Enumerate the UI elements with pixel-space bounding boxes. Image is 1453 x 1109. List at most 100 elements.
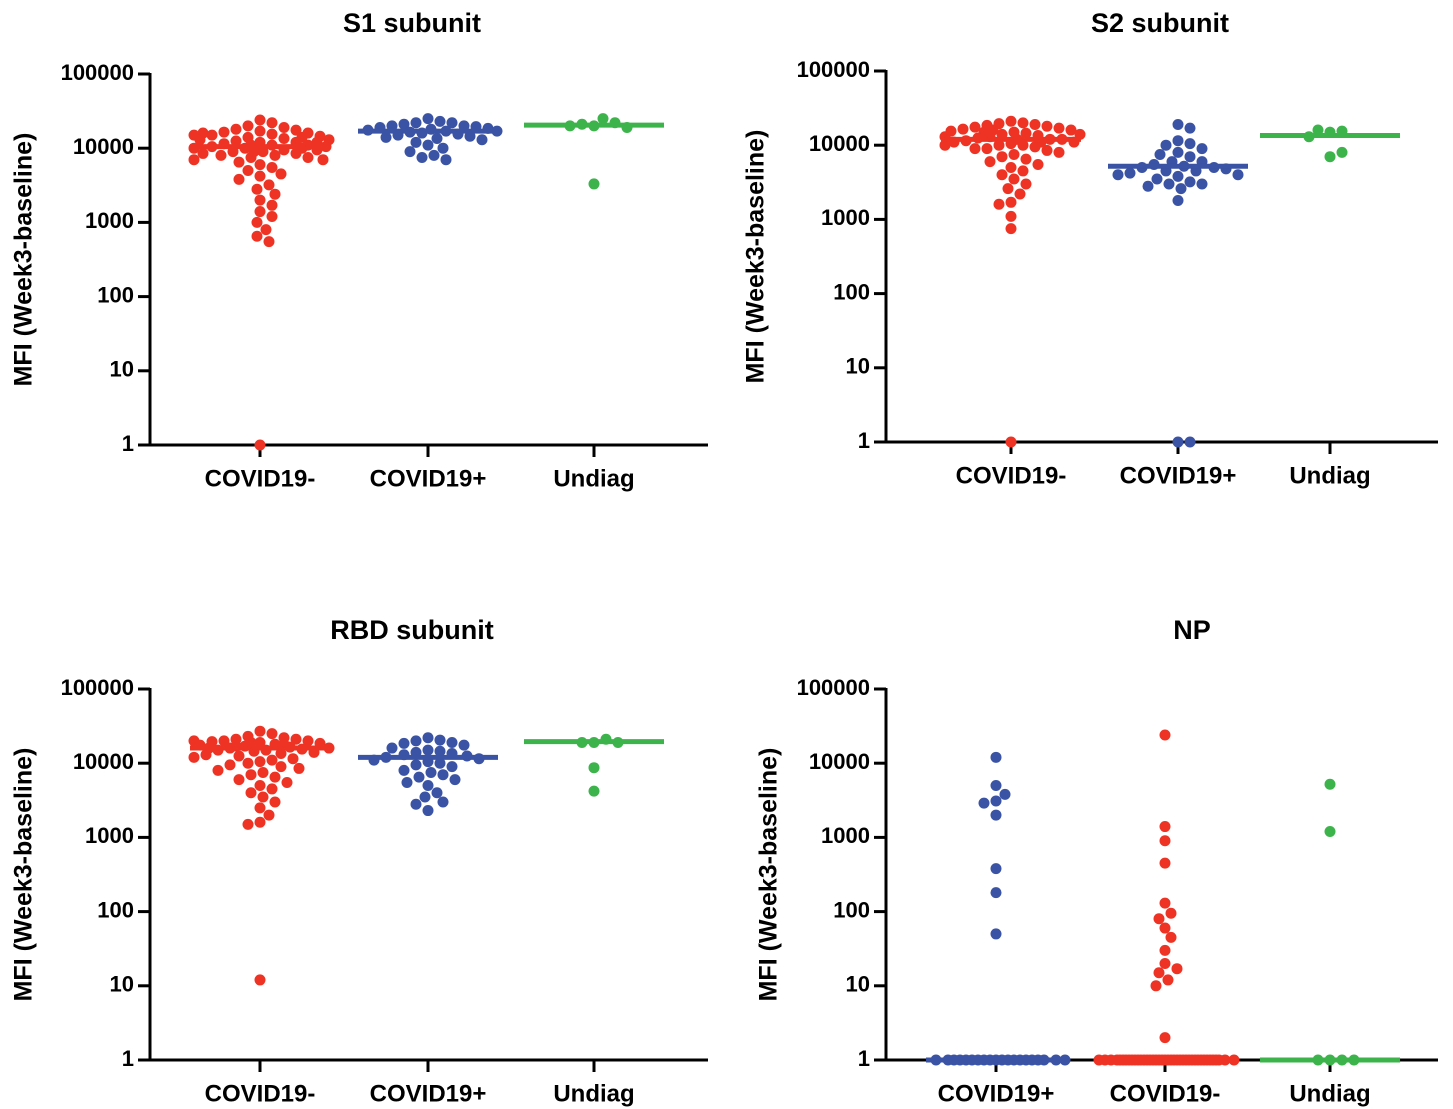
data-point: [425, 766, 437, 778]
y-tick-label: 10000: [73, 749, 134, 774]
data-point: [1112, 169, 1124, 181]
data-point: [446, 117, 458, 129]
data-point: [257, 791, 269, 803]
data-point: [1324, 151, 1336, 163]
y-tick-label: 100000: [61, 675, 134, 700]
data-point: [233, 774, 245, 786]
data-point: [269, 188, 281, 200]
data-point: [254, 737, 266, 749]
data-point: [251, 230, 263, 242]
x-tick-label: Undiag: [553, 465, 634, 492]
data-point: [1324, 778, 1336, 790]
data-point: [996, 169, 1008, 181]
data-point: [1165, 931, 1177, 943]
data-point: [254, 159, 266, 171]
y-axis-label: MFI (Week3-baseline): [10, 133, 38, 387]
data-point: [1160, 139, 1172, 151]
data-point: [398, 118, 410, 130]
data-point: [1159, 729, 1171, 741]
data-point: [1159, 922, 1171, 934]
data-point: [278, 122, 290, 134]
data-point: [422, 732, 434, 744]
data-point: [434, 745, 446, 757]
y-tick-label: 100: [833, 897, 870, 922]
data-point: [588, 762, 600, 774]
data-point: [422, 744, 434, 756]
data-point: [1171, 963, 1183, 975]
y-tick-label: 100: [97, 897, 134, 922]
data-point: [263, 236, 275, 248]
data-point: [1005, 196, 1017, 208]
chart-title: NP: [1173, 615, 1211, 645]
data-point: [1041, 144, 1053, 156]
data-point: [1184, 122, 1196, 134]
y-axis-label: MFI (Week3-baseline): [742, 130, 770, 384]
data-point: [434, 115, 446, 127]
y-tick-label: 10000: [809, 131, 870, 156]
y-tick-label: 10: [110, 972, 134, 997]
data-point: [476, 134, 488, 146]
data-point: [597, 113, 609, 125]
data-point: [290, 124, 302, 136]
data-point: [230, 135, 242, 147]
data-point: [1053, 146, 1065, 158]
chart-title: S1 subunit: [343, 8, 481, 38]
y-tick-label: 1000: [85, 208, 134, 233]
data-point: [431, 133, 443, 145]
data-point: [1162, 974, 1174, 986]
x-tick-label: COVID19-: [956, 462, 1067, 489]
data-point: [431, 787, 443, 799]
data-point: [1172, 135, 1184, 147]
data-point: [245, 769, 257, 781]
y-tick-label: 1: [122, 431, 134, 456]
data-point: [440, 154, 452, 166]
data-point: [242, 165, 254, 177]
y-tick-label: 1: [122, 1046, 134, 1071]
data-point: [990, 887, 1002, 899]
data-point: [251, 183, 263, 195]
data-point: [263, 809, 275, 821]
x-tick-label: COVID19+: [938, 1080, 1055, 1107]
data-point: [245, 787, 257, 799]
x-tick-label: COVID19+: [1120, 462, 1237, 489]
data-point: [398, 764, 410, 776]
data-point: [446, 737, 458, 749]
data-point: [188, 154, 200, 166]
data-point: [254, 114, 266, 126]
y-tick-label: 10000: [73, 134, 134, 159]
y-tick-label: 100: [97, 282, 134, 307]
data-point: [969, 121, 981, 133]
data-point: [969, 143, 981, 155]
data-point: [188, 129, 200, 141]
data-point: [197, 127, 209, 139]
data-point: [1184, 138, 1196, 150]
data-point: [296, 131, 308, 143]
data-point: [990, 809, 1002, 821]
data-point: [245, 737, 257, 749]
x-tick-label: COVID19-: [205, 465, 316, 492]
y-tick-label: 10000: [809, 749, 870, 774]
data-point: [1005, 210, 1017, 222]
data-point: [422, 113, 434, 125]
data-point: [1008, 148, 1020, 160]
data-point: [215, 149, 227, 161]
data-point: [1184, 436, 1196, 448]
data-point: [1017, 165, 1029, 177]
data-point: [233, 156, 245, 168]
data-point: [1184, 176, 1196, 188]
data-point: [1159, 821, 1171, 833]
data-point: [434, 734, 446, 746]
data-point: [287, 753, 299, 765]
data-point: [1005, 162, 1017, 174]
data-point: [254, 974, 266, 986]
data-point: [269, 771, 281, 783]
data-point: [410, 735, 422, 747]
data-point: [257, 766, 269, 778]
data-point: [1172, 170, 1184, 182]
data-point: [437, 769, 449, 781]
data-point: [939, 139, 951, 151]
data-point: [1172, 146, 1184, 158]
data-point: [1008, 173, 1020, 185]
data-point: [266, 754, 278, 766]
